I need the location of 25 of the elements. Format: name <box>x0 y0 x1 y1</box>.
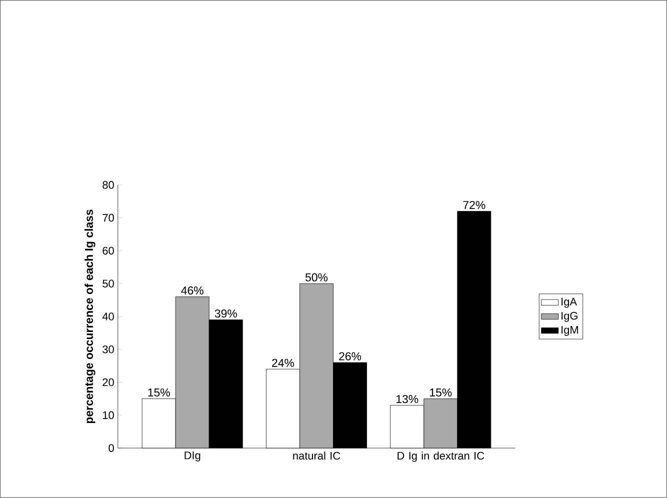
x-tick-label: natural IC <box>293 452 340 460</box>
y-tick-label: 0 <box>108 444 114 452</box>
y-tick-label: 30 <box>102 346 114 354</box>
data-label: 72% <box>463 201 486 210</box>
data-label: 15% <box>148 388 170 397</box>
y-tick-label: 60 <box>102 246 114 255</box>
y-tick-label: 70 <box>102 214 114 222</box>
data-label: 46% <box>181 286 204 295</box>
data-label: 26% <box>339 352 362 360</box>
legend-label: IgG <box>562 312 578 322</box>
data-label: 15% <box>430 388 452 397</box>
data-label: 13% <box>396 395 418 404</box>
data-label: 24% <box>272 358 294 367</box>
data-label: 50% <box>305 273 328 282</box>
x-tick-label: DIg <box>184 452 200 462</box>
y-tick-label: 50 <box>102 280 114 288</box>
y-axis-title: percentage occurrence of each Ig class <box>84 210 96 424</box>
legend-label: IgA <box>562 298 577 308</box>
data-label: 39% <box>214 310 237 318</box>
legend-label: IgM <box>562 326 578 336</box>
y-tick-label: 20 <box>102 378 114 386</box>
x-tick-label: D Ig in dextran IC <box>398 452 484 462</box>
y-tick-label: 10 <box>102 411 114 420</box>
y-tick-label: 40 <box>102 312 114 320</box>
y-tick-label: 80 <box>102 181 114 189</box>
